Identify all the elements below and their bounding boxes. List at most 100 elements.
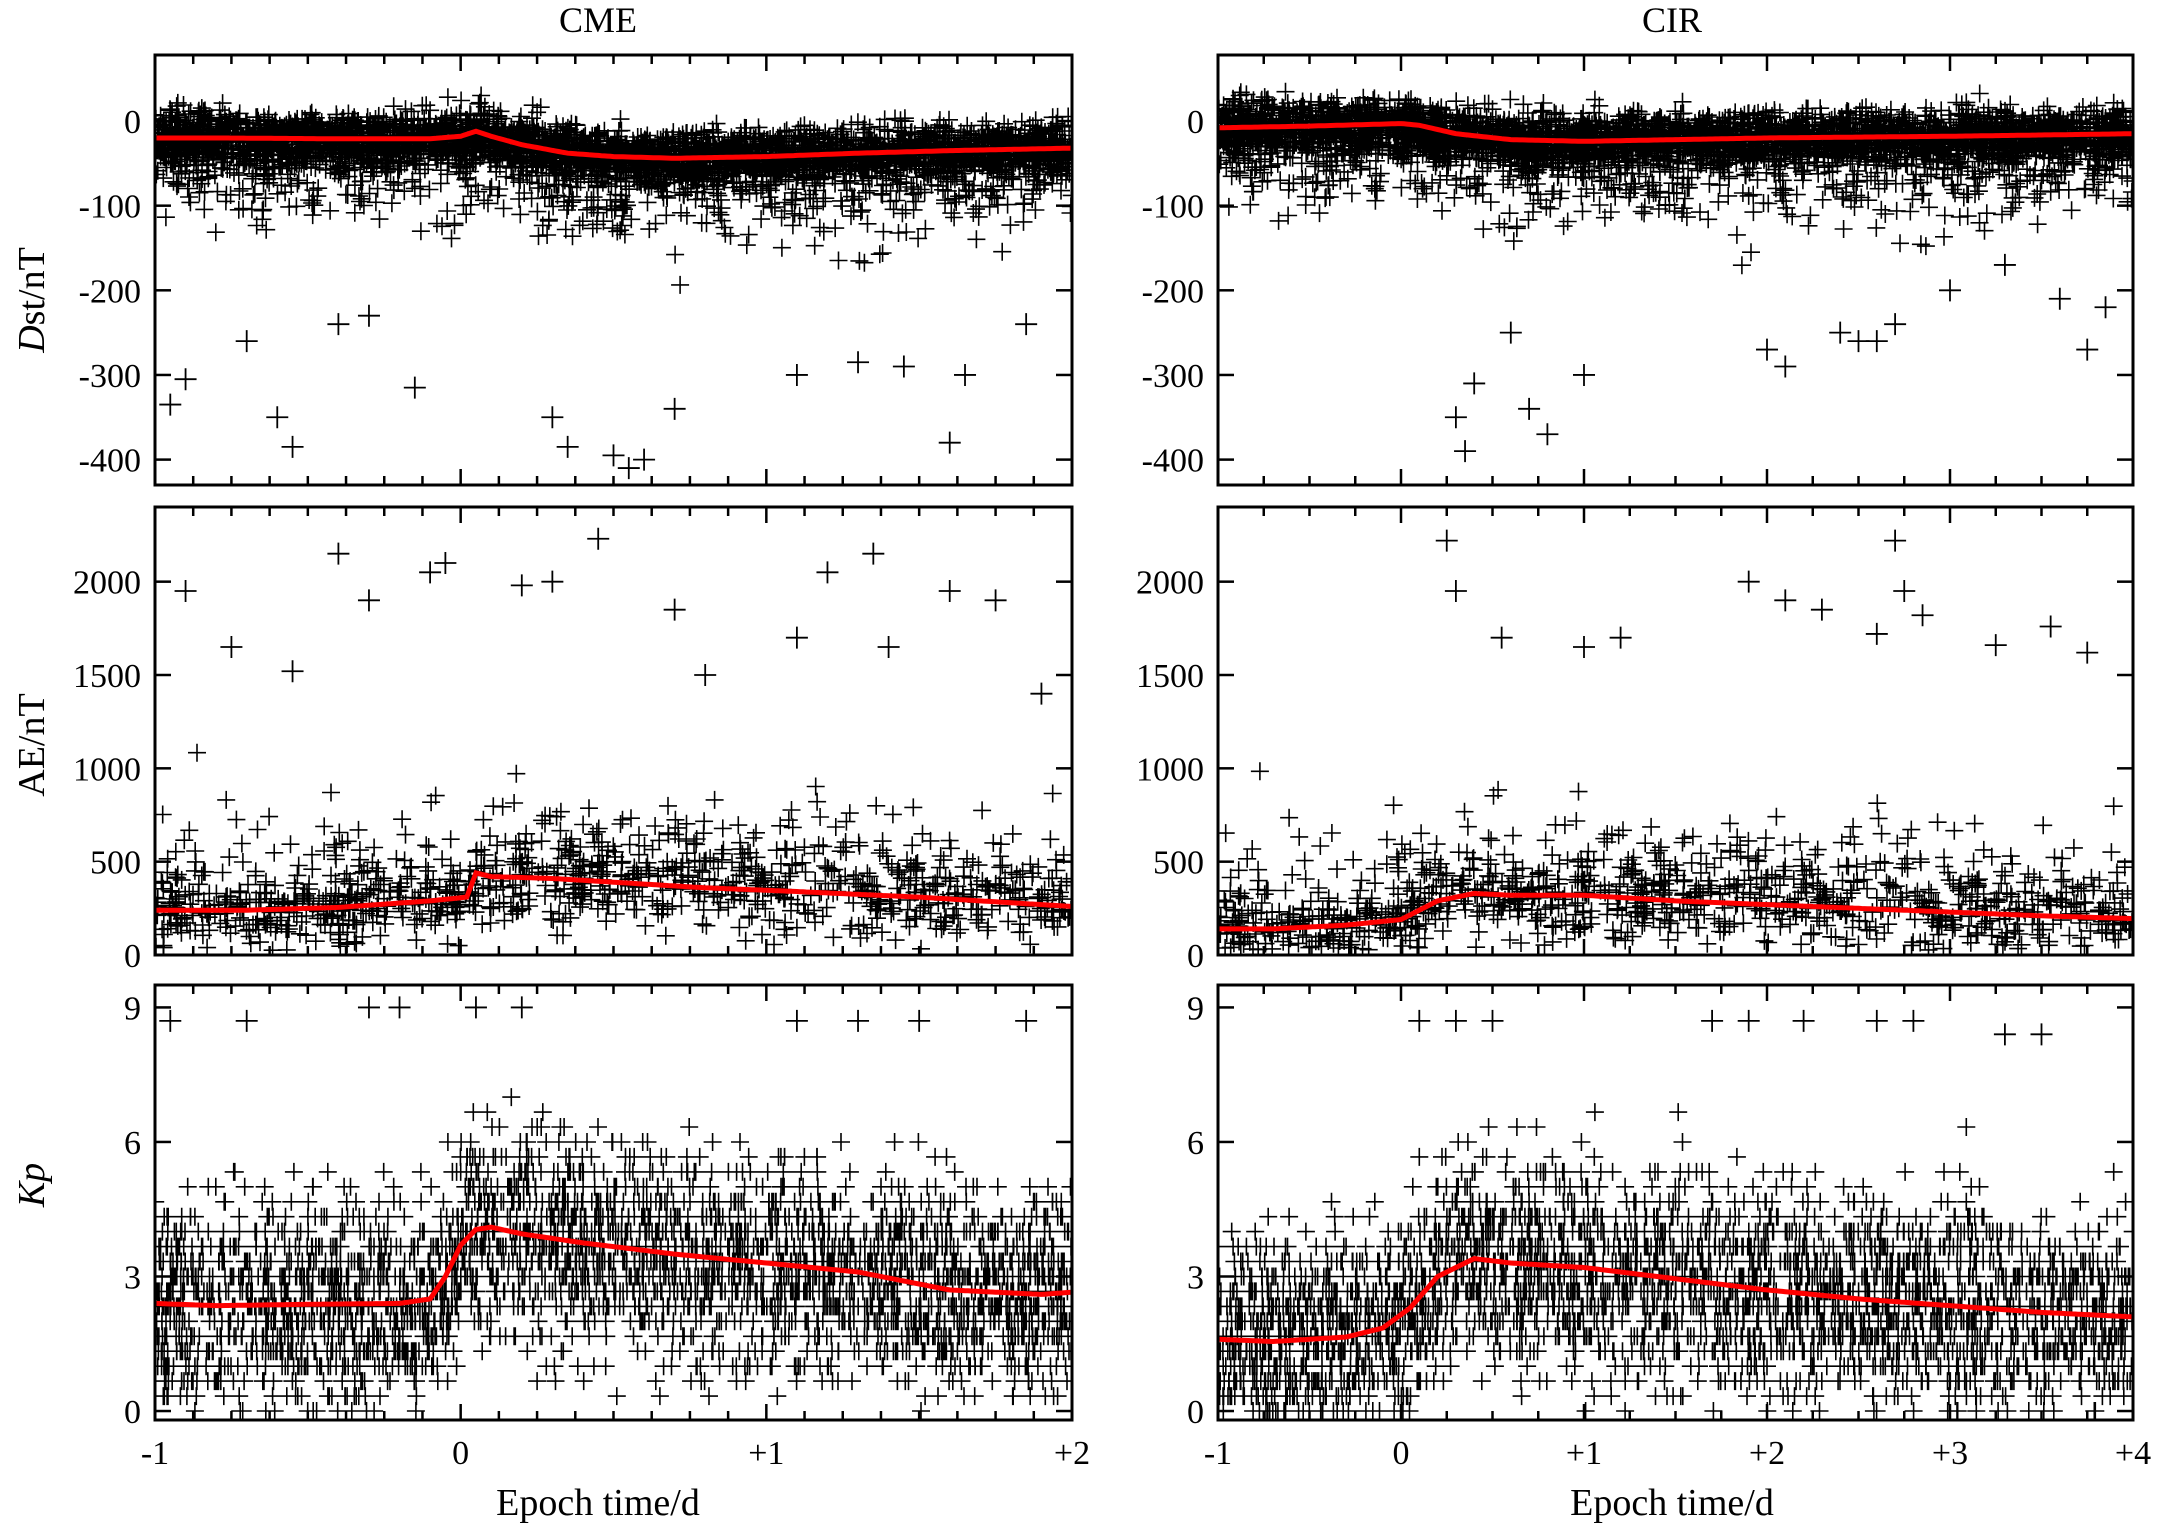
scatter-point [663, 397, 686, 420]
scatter-point [1756, 338, 1778, 361]
scatter-point [785, 1009, 808, 1032]
scatter-point [174, 580, 197, 602]
y-tick-label: 0 [124, 1394, 141, 1431]
scatter-point [159, 393, 182, 416]
x-tick-label: 0 [1393, 1435, 1410, 1472]
scatter-point [1573, 636, 1595, 658]
scatter-point [1454, 440, 1477, 463]
y-tick-label: 1000 [1136, 751, 1204, 788]
y-tick-label: 6 [124, 1125, 141, 1162]
y-tick-label: 2000 [73, 565, 141, 602]
y-tick-label: 9 [1187, 990, 1204, 1027]
scatter-point [1865, 622, 1888, 645]
scatter-point [938, 431, 961, 454]
scatter-point [1865, 1009, 1888, 1032]
scatter-point [1536, 423, 1559, 446]
scatter-point [1884, 313, 1907, 336]
scatter-point [541, 406, 564, 429]
scatter-cloud [1218, 82, 2133, 275]
scatter-point [1774, 589, 1797, 612]
scatter-point [541, 570, 564, 593]
y-tick-label: 0 [1187, 938, 1204, 975]
x-tick-label: +3 [1932, 1435, 1968, 1472]
y-tick-label: 500 [1153, 845, 1204, 882]
scatter-point [633, 448, 656, 471]
scatter-point [1518, 397, 1541, 420]
scatter-point [2076, 338, 2099, 361]
scatter-point [2048, 287, 2071, 310]
scatter-point [419, 561, 442, 584]
scatter-point [357, 589, 380, 612]
mean-curve [155, 128, 1072, 161]
scatter-point [1573, 363, 1595, 386]
scatter-point [602, 444, 625, 467]
scatter-cloud [155, 743, 1072, 955]
scatter-point [847, 351, 870, 374]
y-tick-label: 0 [1187, 104, 1204, 141]
scatter-point [877, 636, 900, 658]
scatter-point [617, 457, 640, 480]
scatter-point [1435, 529, 1458, 552]
scatter-point [2039, 615, 2062, 638]
scatter-point [1774, 355, 1797, 378]
scatter-point [1829, 321, 1852, 344]
x-tick-label: +2 [1749, 1435, 1785, 1472]
scatter-point [938, 580, 961, 602]
x-tick-label: 0 [452, 1435, 469, 1472]
y-tick-label: -300 [1142, 358, 1204, 395]
scatter-point [984, 589, 1007, 612]
panel-cir-ae: 0 500 1000 1500 2000 [1136, 505, 2135, 975]
mean-curve [155, 869, 1072, 913]
scatter-cloud [155, 86, 1072, 294]
scatter-cloud [1218, 1103, 2133, 1420]
column-title-cme: CME [559, 0, 637, 40]
column-title-cir: CIR [1642, 0, 1702, 40]
scatter-point [510, 996, 533, 1019]
y-tick-label: -200 [79, 273, 141, 310]
scatter-point [862, 542, 885, 565]
scatter-point [2076, 641, 2099, 664]
y-tick-label: 9 [124, 990, 141, 1027]
panel-cme-ae: 0 500 1000 1500 2000 [73, 505, 1074, 975]
scatter-point [556, 435, 579, 458]
y-tick-label: 0 [124, 938, 141, 975]
scatter-point [587, 527, 610, 550]
y-tick-label: -300 [79, 358, 141, 395]
plot-frame [1216, 505, 2135, 957]
scatter-point [434, 552, 457, 574]
scatter-point [1893, 580, 1916, 602]
y-tick-label: -100 [1142, 189, 1204, 226]
y-tick-label: -200 [1142, 273, 1204, 310]
y-tick-label: -400 [79, 443, 141, 480]
y-tick-label: -100 [79, 189, 141, 226]
scatter-point [1737, 570, 1760, 593]
y-tick-label: 3 [124, 1259, 141, 1296]
xlabel-cir: Epoch time/d [1570, 1482, 1774, 1524]
scatter-point [1810, 598, 1833, 621]
scatter-point [1911, 604, 1934, 627]
scatter-point [847, 1009, 870, 1032]
scatter-point [1993, 1023, 2016, 1046]
scatter-point [281, 660, 304, 683]
x-tick-label: +1 [1566, 1435, 1602, 1472]
scatter-cloud [1218, 762, 2133, 955]
scatter-point [1030, 682, 1053, 705]
y-tick-label: 500 [90, 845, 141, 882]
scatter-point [1444, 406, 1467, 429]
scatter-point [235, 1009, 258, 1032]
y-tick-label: 1500 [1136, 658, 1204, 695]
scatter-point [159, 1009, 182, 1032]
scatter-point [1015, 313, 1038, 336]
scatter-point [235, 330, 258, 353]
mean-curve [1218, 1256, 2133, 1345]
y-tick-label: -400 [1142, 443, 1204, 480]
scatter-point [327, 542, 350, 565]
panel-cir-dst: 0 -100 -200 -300 -400 [1142, 53, 2135, 487]
scatter-point [892, 355, 915, 378]
scatter-point [1737, 1009, 1760, 1032]
scatter-point [1015, 1009, 1038, 1032]
scatter-point [1792, 1009, 1815, 1032]
